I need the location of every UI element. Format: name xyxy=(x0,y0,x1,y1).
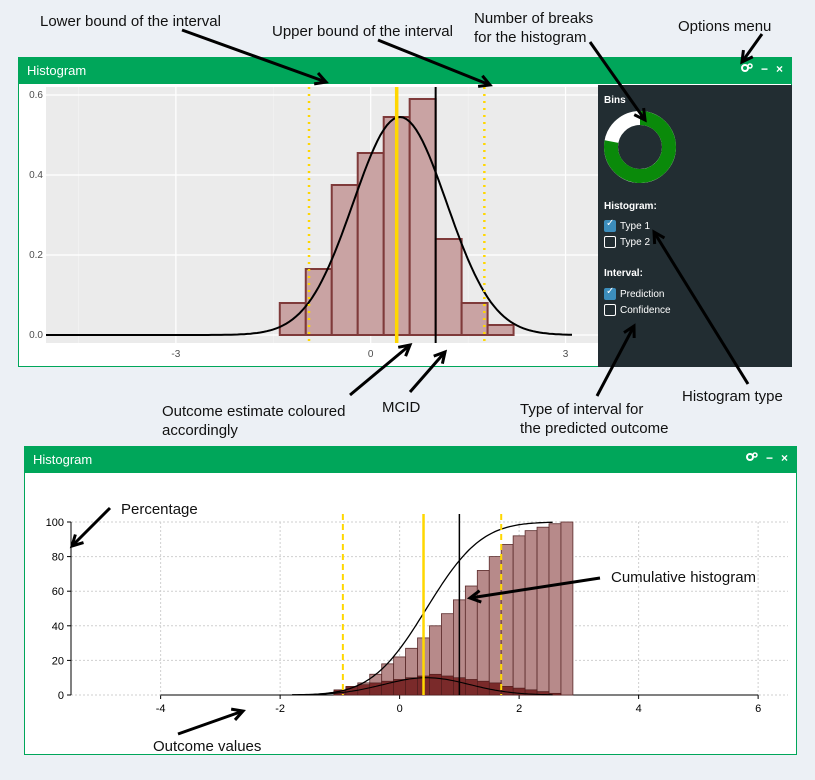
annotation-outcome-2: accordingly xyxy=(162,422,238,439)
y-tick-label: 80 xyxy=(52,552,64,564)
y-tick-label: 0.2 xyxy=(29,250,43,261)
y-tick-label: 0 xyxy=(58,690,64,702)
y-tick-label: 40 xyxy=(52,621,64,633)
cumulative-bar xyxy=(560,521,574,696)
histogram-type-label: Histogram: xyxy=(604,201,657,212)
confidence-label: Confidence xyxy=(620,304,671,316)
annotation-lower-bound: Lower bound of the interval xyxy=(40,13,221,30)
histogram-bar xyxy=(434,238,463,336)
y-tick-label: 60 xyxy=(52,586,64,598)
annotation-interval-type-1: Type of interval for xyxy=(520,401,644,418)
density-bar xyxy=(405,677,418,696)
histogram-bar xyxy=(356,152,385,336)
density-bar xyxy=(548,692,562,696)
histogram-bar xyxy=(486,324,515,336)
type2-label: Type 2 xyxy=(620,236,651,248)
panel-title: Histogram xyxy=(33,452,93,467)
annotation-mcid: MCID xyxy=(382,399,421,416)
x-tick-label: -3 xyxy=(171,349,180,360)
x-tick-label: 2 xyxy=(516,703,522,715)
density-bar xyxy=(500,686,514,696)
annotation-breaks-1: Number of breaks xyxy=(474,10,594,27)
annotation-breaks-2: for the histogram xyxy=(474,29,587,46)
gears-icon[interactable] xyxy=(740,62,753,77)
y-tick-label: 100 xyxy=(46,517,64,529)
x-tick-label: 0 xyxy=(368,349,374,360)
type1-checkbox[interactable]: Type 1 xyxy=(604,218,651,232)
prediction-label: Prediction xyxy=(620,288,665,300)
cumulative-bar xyxy=(500,544,514,696)
checkbox-box[interactable] xyxy=(604,236,616,248)
panel-tools: − × xyxy=(745,451,788,466)
minimize-button[interactable]: − xyxy=(760,62,768,76)
confidence-checkbox[interactable]: Confidence xyxy=(604,304,671,316)
cumulative-bar xyxy=(548,523,562,696)
y-tick-label: 0.0 xyxy=(29,330,43,341)
bins-label: Bins xyxy=(604,95,626,106)
cumulative-bar xyxy=(488,556,502,696)
annotation-outcome-1: Outcome estimate coloured xyxy=(162,403,346,420)
x-tick-label: 6 xyxy=(755,703,761,715)
x-tick-label: -2 xyxy=(275,703,285,715)
checkbox-box[interactable] xyxy=(604,218,616,232)
histogram-panel-2: Histogram − × -4 -2 0 2 4 6 0 20 40 60 80 100 xyxy=(24,446,797,755)
panel-title: Histogram xyxy=(27,63,87,78)
y-tick-label: 20 xyxy=(52,655,64,667)
histogram-panel-1: Histogram − × -3 0 3 0.0 0.2 0.4 0.6 Bins Hist… xyxy=(18,57,792,367)
annotation-outcome-values: Outcome values xyxy=(153,738,262,755)
minimize-button[interactable]: − xyxy=(765,451,773,465)
histogram-bar xyxy=(408,98,437,336)
close-button[interactable]: × xyxy=(775,62,783,76)
interval-label: Interval: xyxy=(604,268,643,279)
prediction-checkbox[interactable]: Prediction xyxy=(604,286,665,300)
options-sidebar: Bins Histogram: Type 1 Type 2 Interval: … xyxy=(598,85,792,367)
bins-knob[interactable] xyxy=(604,111,676,183)
x-tick-label: 4 xyxy=(636,703,642,715)
y-tick-label: 0.4 xyxy=(29,170,43,181)
annotation-upper-bound: Upper bound of the interval xyxy=(272,23,453,40)
x-tick-label: -4 xyxy=(156,703,166,715)
cumulative-bar xyxy=(524,530,538,696)
cumulative-bar xyxy=(536,526,550,696)
annotation-histogram-type: Histogram type xyxy=(682,388,783,405)
histogram-chart: -3 0 3 0.0 0.2 0.4 0.6 xyxy=(29,87,598,360)
histogram-bar xyxy=(330,184,359,336)
type2-checkbox[interactable]: Type 2 xyxy=(604,236,650,248)
density-bar xyxy=(465,679,478,696)
type1-label: Type 1 xyxy=(620,220,651,232)
close-button[interactable]: × xyxy=(780,451,788,465)
gears-icon[interactable] xyxy=(745,451,758,466)
cumulative-bar xyxy=(464,585,478,696)
density-curve xyxy=(46,115,573,336)
x-tick-label: 3 xyxy=(563,349,569,360)
cumulative-bar xyxy=(512,535,526,696)
checkbox-box[interactable] xyxy=(604,286,616,300)
y-tick-label: 0.6 xyxy=(29,90,43,101)
annotation-interval-type-2: the predicted outcome xyxy=(520,420,669,437)
panel-header: Histogram − × xyxy=(19,58,791,84)
density-bar xyxy=(369,682,382,696)
panel-tools: − × xyxy=(740,62,783,77)
annotation-cumulative: Cumulative histogram xyxy=(611,569,757,586)
cumulative-bar xyxy=(476,570,490,696)
annotation-percentage: Percentage xyxy=(121,501,198,518)
knob-value-arc xyxy=(604,111,676,183)
x-tick-label: 0 xyxy=(397,703,403,715)
panel-header: Histogram − × xyxy=(25,447,796,473)
checkbox-box[interactable] xyxy=(604,304,616,316)
annotation-options-menu: Options menu xyxy=(678,18,772,35)
